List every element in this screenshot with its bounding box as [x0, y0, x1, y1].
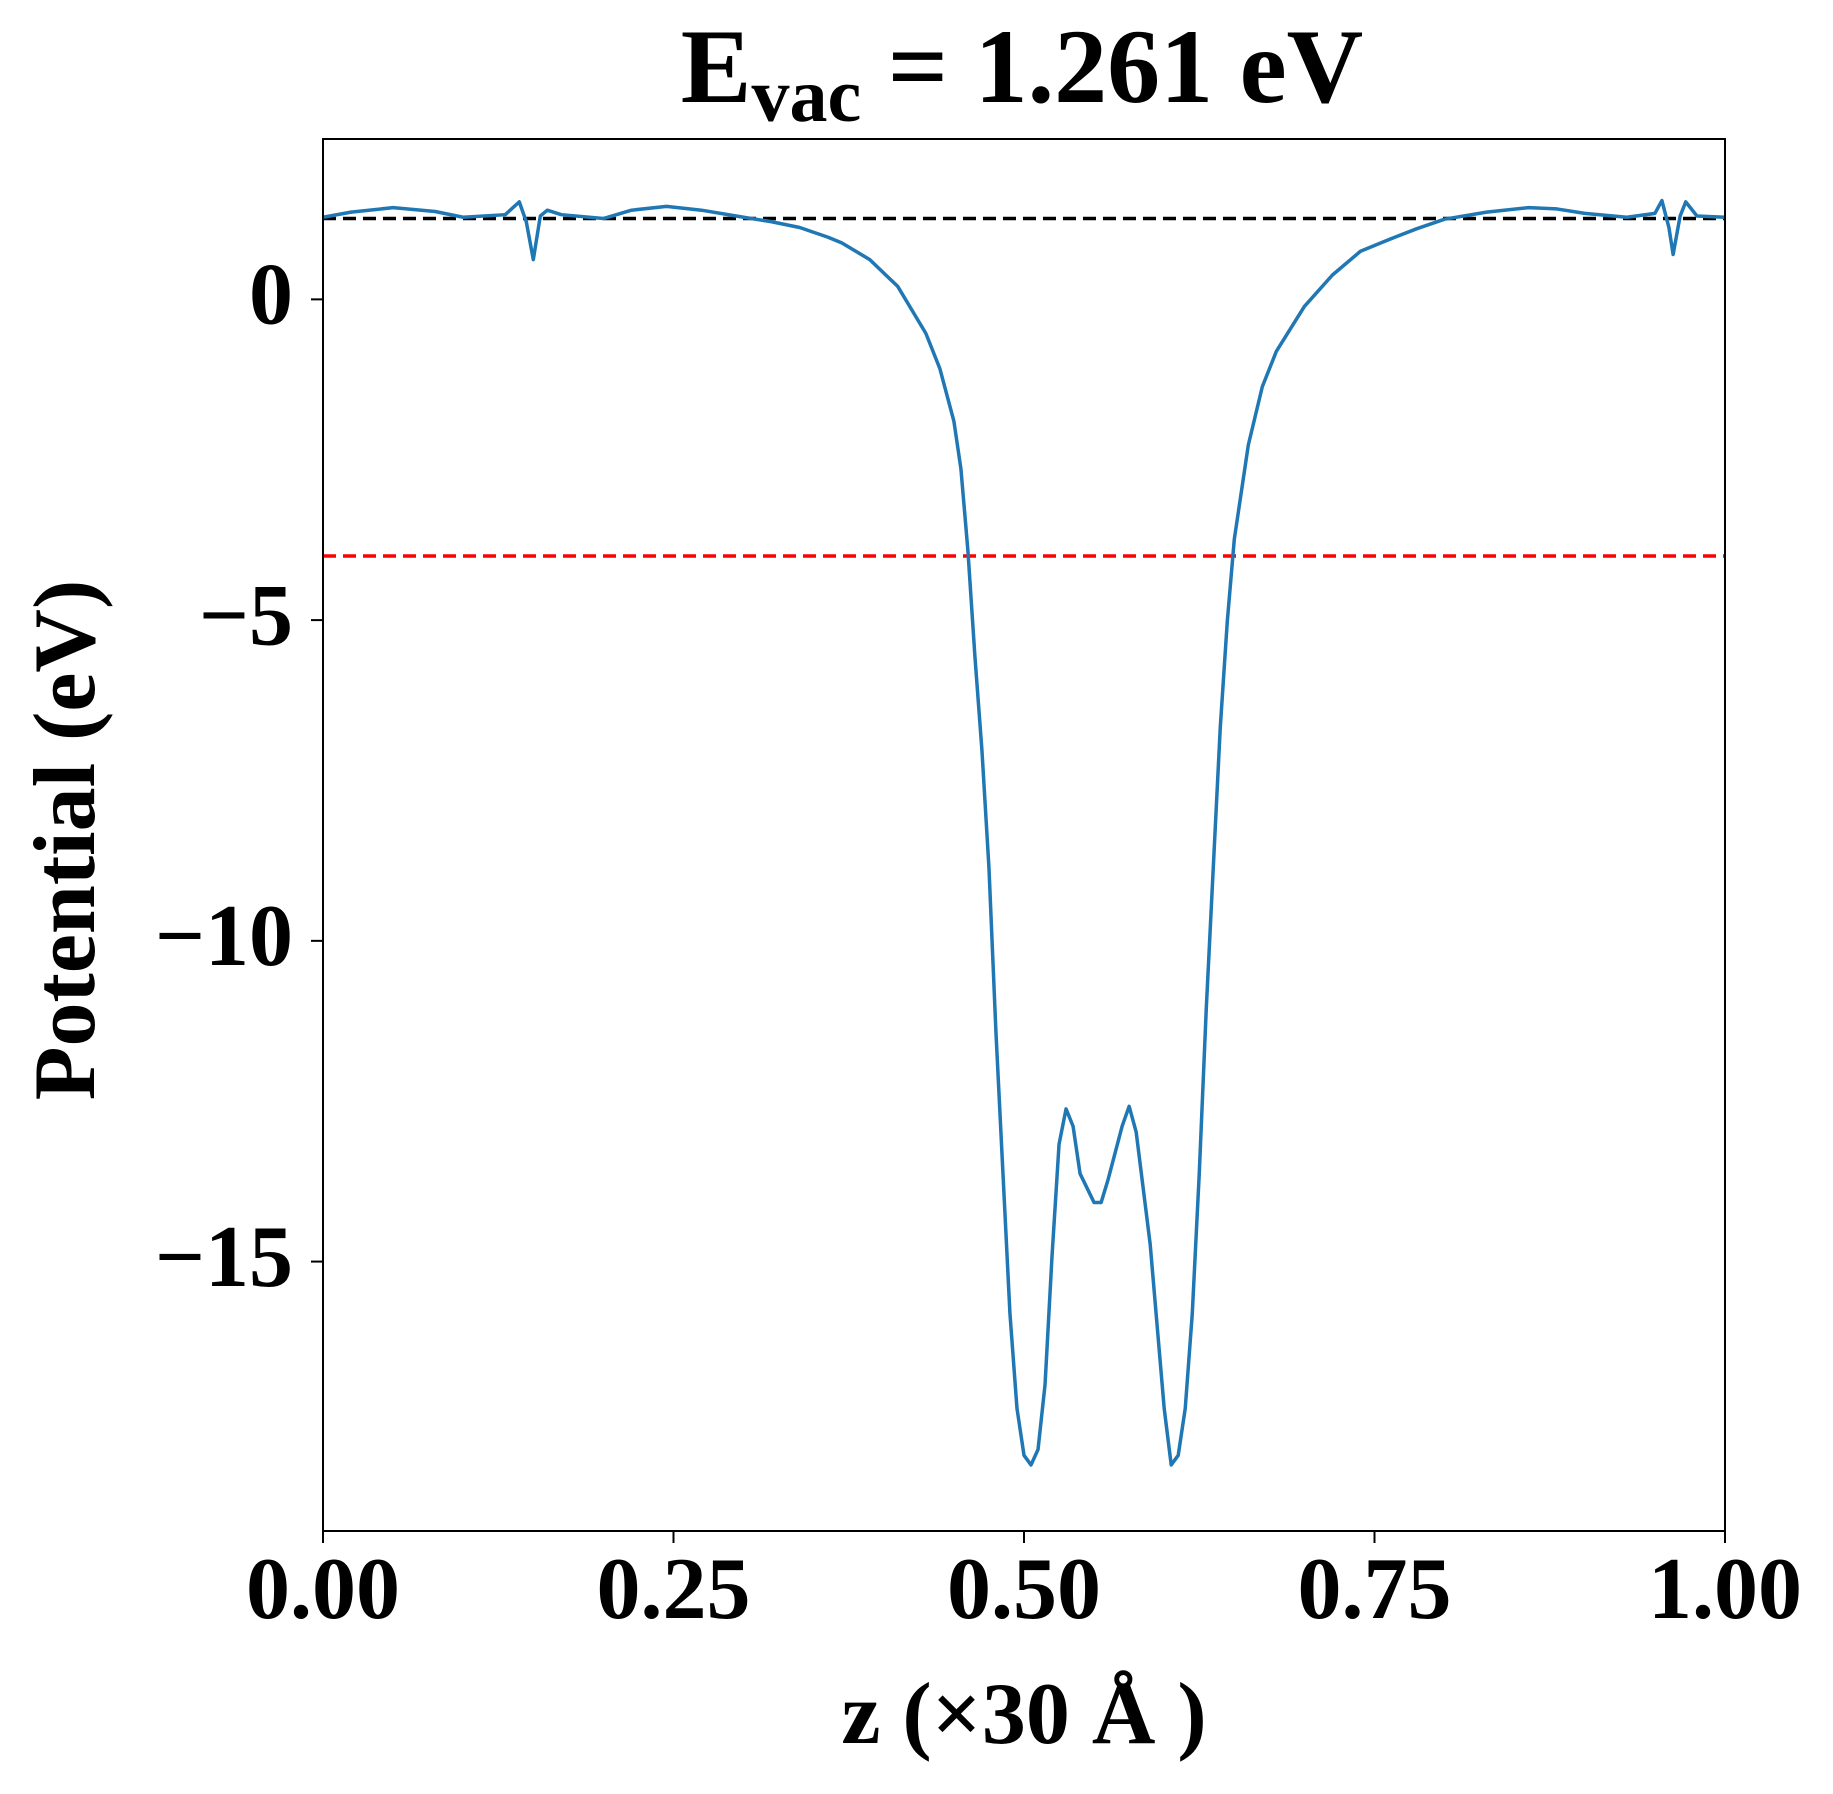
title-sub: vac: [751, 54, 861, 138]
y-tick-label: 0: [249, 247, 293, 344]
x-axis-label: z (×30 Å ): [841, 1666, 1206, 1763]
y-tick-label: −15: [155, 1209, 293, 1306]
title-main: E: [681, 8, 752, 125]
y-axis-label: Potential (eV): [17, 580, 114, 1100]
x-tick-label: 0.75: [1298, 1541, 1452, 1638]
x-tick-label: 1.00: [1648, 1541, 1802, 1638]
x-tick-label: 0.00: [246, 1541, 400, 1638]
y-tick-label: −10: [155, 888, 293, 985]
chart-title: Evac = 1.261 eV: [681, 8, 1363, 138]
plot-frame: [322, 138, 1726, 1532]
title-rest: = 1.261 eV: [861, 8, 1363, 125]
x-tick-label: 0.50: [947, 1541, 1101, 1638]
data-line: [322, 198, 1726, 1467]
x-tick-label: 0.25: [597, 1541, 751, 1638]
y-tick-label: −5: [199, 567, 293, 664]
